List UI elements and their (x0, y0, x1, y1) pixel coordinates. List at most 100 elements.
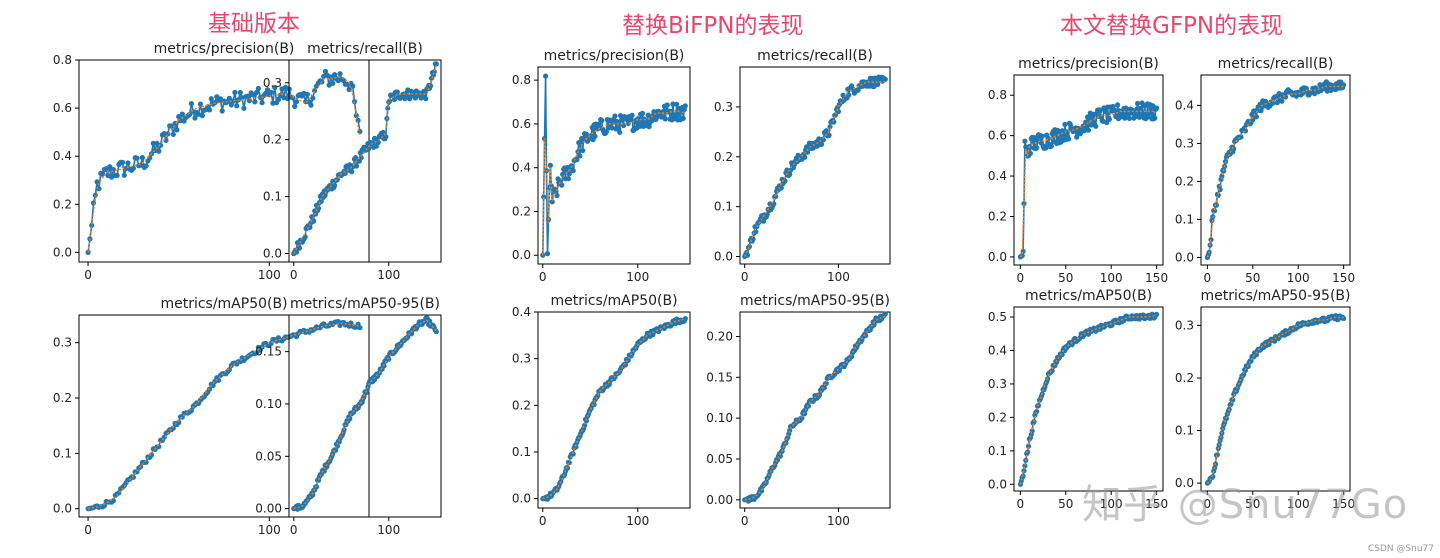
data-point (310, 95, 316, 101)
data-point (1154, 311, 1160, 317)
x-tick-label: 100 (258, 523, 281, 537)
plot-frame (288, 59, 442, 263)
data-point (252, 99, 258, 105)
data-point (268, 89, 274, 95)
data-point (313, 484, 320, 490)
y-tick-label: 0.2 (988, 209, 1007, 223)
y-tick-label: 0.15 (706, 370, 733, 384)
x-tick-label: 150 (1332, 271, 1355, 285)
data-point (855, 87, 861, 93)
x-tick-label: 0 (290, 268, 298, 282)
data-point (1341, 315, 1347, 322)
y-tick-label: 0.0 (512, 248, 531, 262)
data-point (583, 418, 589, 424)
data-point (544, 251, 551, 257)
chart-title: metrics/mAP50-95(B) (1201, 288, 1351, 304)
x-tick-label: 0 (1017, 271, 1025, 285)
data-point (1115, 102, 1121, 108)
data-point (110, 498, 116, 504)
data-point (89, 222, 95, 228)
data-point (394, 89, 400, 95)
data-point (871, 322, 877, 328)
data-point (210, 382, 216, 389)
data-point (431, 69, 437, 75)
y-tick-label: 0.05 (255, 449, 282, 463)
group-title-bifpn: 替换BiFPN的表现 (622, 13, 804, 39)
y-tick-label: 0.2 (263, 133, 282, 147)
data-point (366, 145, 372, 151)
y-tick-label: 0.2 (512, 204, 531, 218)
y-tick-label: 0.4 (53, 149, 72, 163)
y-tick-label: 0.15 (255, 345, 282, 359)
data-point (882, 76, 888, 82)
smooth-line (87, 76, 361, 253)
group-title-gfpn: 本文替换GFPN的表现 (1060, 13, 1284, 39)
data-point (304, 91, 310, 97)
plot-frame (1200, 74, 1351, 266)
data-point (1027, 150, 1033, 156)
data-point (391, 96, 397, 103)
chart-3: metrics/mAP50-95(B) 0.00 0.05 0.10 0.15 0 100 (255, 296, 442, 537)
data-point (1140, 111, 1146, 117)
data-point (237, 89, 243, 96)
y-tick-label: 0.1 (263, 190, 282, 204)
data-point (676, 112, 682, 118)
smooth-line (542, 318, 686, 500)
y-tick-label: 0.4 (512, 305, 531, 319)
x-tick-label: 150 (1332, 497, 1355, 511)
data-point (346, 86, 352, 93)
data-point (1103, 109, 1109, 115)
x-tick-label: 100 (1287, 497, 1310, 511)
chart-title: metrics/precision(B) (154, 41, 295, 57)
data-point (1210, 473, 1216, 480)
data-point (226, 95, 232, 101)
chart-2: metrics/mAP50(B) 0.0 0.1 0.2 0.3 0 100 (53, 296, 370, 537)
data-point (1022, 138, 1028, 144)
x-tick-label: 100 (377, 268, 400, 282)
data-point (143, 163, 149, 169)
data-point (802, 154, 808, 160)
data-point (635, 116, 641, 122)
y-tick-label: 0.3 (512, 352, 531, 366)
data-point (570, 451, 576, 457)
credit-text: CSDN @Snu77 (1367, 544, 1434, 554)
data-point (322, 68, 329, 74)
data-point (1135, 100, 1141, 107)
y-tick-label: 0.1 (1175, 212, 1194, 226)
data-point (1238, 134, 1244, 140)
x-tick-label: 100 (1287, 271, 1310, 285)
data-point (358, 155, 364, 161)
y-tick-label: 0.5 (988, 310, 1007, 324)
data-point (246, 98, 252, 104)
y-tick-label: 0.0 (1175, 476, 1194, 490)
x-tick-label: 0 (1204, 497, 1212, 511)
plot-frame (739, 311, 891, 509)
data-point (566, 171, 572, 177)
data-point (1253, 114, 1259, 120)
data-point (230, 98, 236, 104)
y-tick-label: 0.4 (512, 161, 531, 175)
data-point (802, 411, 808, 417)
data-point (423, 96, 429, 102)
smooth-line (744, 315, 886, 501)
data-point (179, 111, 185, 117)
chart-title: metrics/mAP50(B) (160, 296, 287, 312)
data-point (849, 354, 855, 360)
smooth-line (744, 81, 886, 257)
x-tick-label: 100 (1100, 271, 1123, 285)
data-point (353, 112, 359, 119)
y-tick-label: 0.0 (53, 502, 72, 516)
y-tick-label: 0.00 (255, 502, 282, 516)
data-point (134, 155, 140, 161)
chart-title: metrics/precision(B) (544, 48, 685, 64)
data-point (782, 178, 788, 184)
group-title-baseline: 基础版本 (208, 11, 300, 37)
y-tick-label: 0.4 (1175, 98, 1194, 112)
x-tick-label: 0 (1017, 497, 1025, 511)
x-tick-label: 0 (539, 514, 547, 528)
chart-7: metrics/mAP50-95(B) 0.00 0.05 0.10 0.15 0.20 0… (706, 293, 891, 528)
y-tick-label: 0.2 (714, 150, 733, 164)
data-point (1085, 127, 1092, 133)
x-tick-label: 0 (741, 514, 749, 528)
data-point (682, 316, 688, 322)
